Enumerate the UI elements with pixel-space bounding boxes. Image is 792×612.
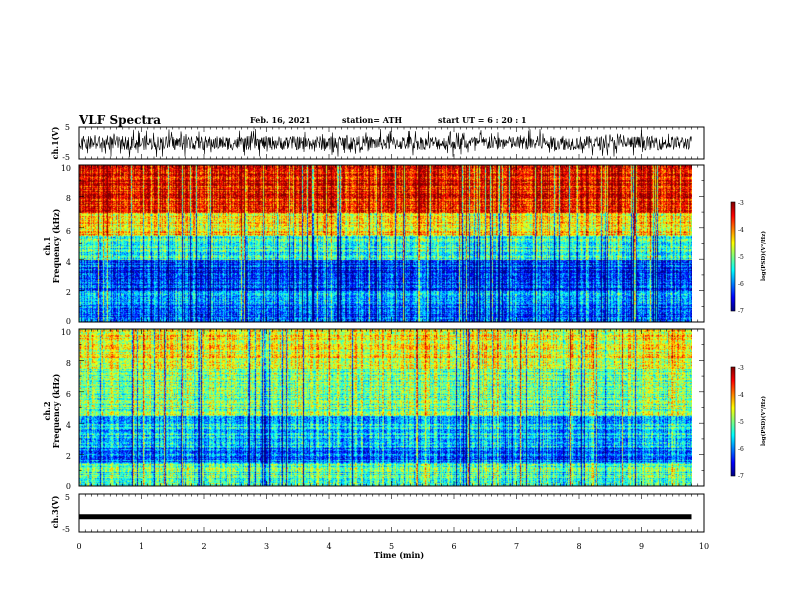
- h2-ytick-0: 0: [66, 482, 71, 491]
- cb1-tick-m6: -6: [738, 281, 744, 288]
- ch1-waveform-line: [78, 128, 692, 158]
- ytick-labels: 5 -5 0 2 4 6 8 10 0 2 4 6 8 10 5 -5: [61, 123, 71, 534]
- xtick-8: 8: [576, 542, 581, 551]
- h1-ylabel: ch.1 Frequency (kHz): [42, 208, 61, 283]
- h1-ylabel-line2: Frequency (kHz): [51, 208, 61, 283]
- cb2-tick-m6: -6: [738, 446, 744, 453]
- xtick-6: 6: [451, 542, 456, 551]
- ch1-ylabel: ch.1(V): [50, 126, 60, 159]
- colorbar-2-label: log(PSD)(V²/Hz): [760, 396, 767, 446]
- axis-ticks: [78, 127, 705, 532]
- xtick-0: 0: [76, 542, 81, 551]
- h2-ytick-4: 4: [66, 421, 71, 430]
- h2-ytick-2: 2: [66, 452, 71, 461]
- colorbar-1: -3 -4 -5 -6 -7 log(PSD)(V²/Hz): [730, 200, 767, 315]
- colorbar-2-ticks: -3 -4 -5 -6 -7: [738, 365, 744, 480]
- cb1-tick-m4: -4: [738, 227, 744, 234]
- cb2-tick-m7: -7: [738, 473, 744, 480]
- xtick-2: 2: [201, 542, 206, 551]
- h2-ylabel-line1: ch.2: [42, 401, 52, 420]
- h2-ytick-6: 6: [66, 390, 71, 399]
- date-label: Feb. 16, 2021: [250, 115, 311, 125]
- ch2-spectrogram: [79, 329, 692, 486]
- h1-ytick-4: 4: [66, 258, 71, 267]
- ch3-ytick-bottom: -5: [62, 525, 70, 534]
- colorbar-2-gradient: [730, 366, 736, 477]
- ch1-waveform: [78, 128, 692, 158]
- xtick-5: 5: [389, 542, 394, 551]
- colorbar-1-label: log(PSD)(V²/Hz): [760, 231, 767, 281]
- xtick-4: 4: [326, 542, 331, 551]
- xtick-10: 10: [699, 542, 709, 551]
- station-label: station= ATH: [342, 115, 403, 125]
- xtick-1: 1: [139, 542, 144, 551]
- xtick-9: 9: [639, 542, 644, 551]
- ch2-spectrogram-image: [79, 329, 692, 486]
- h2-ylabel: ch.2 Frequency (kHz): [42, 373, 61, 448]
- ch1-spectrogram: [79, 165, 692, 322]
- h1-ytick-6: 6: [66, 227, 71, 236]
- xtick-3: 3: [264, 542, 269, 551]
- h1-ytick-10: 10: [61, 164, 71, 173]
- h2-ytick-10: 10: [61, 328, 71, 337]
- ch3-ylabel: ch.3(V): [50, 495, 60, 528]
- x-axis-label: Time (min): [374, 550, 424, 560]
- ch1-ytick-bottom: -5: [62, 153, 70, 162]
- panel-frame-4: [78, 493, 705, 533]
- ch3-ytick-top: 5: [65, 493, 70, 502]
- start-time-label: start UT = 6 : 20 : 1: [438, 115, 527, 125]
- colorbar-1-ticks: -3 -4 -5 -6 -7: [738, 200, 744, 315]
- colorbar-1-gradient: [730, 201, 736, 312]
- h1-ytick-0: 0: [66, 317, 71, 326]
- chart-title: VLF Spectra: [79, 113, 162, 127]
- cb1-tick-m3: -3: [738, 200, 744, 207]
- h1-ylabel-line1: ch.1: [42, 236, 52, 255]
- cb2-tick-m3: -3: [738, 365, 744, 372]
- ch1-ytick-top: 5: [65, 123, 70, 132]
- cb2-tick-m5: -5: [738, 419, 744, 426]
- xtick-7: 7: [514, 542, 519, 551]
- colorbar-2: -3 -4 -5 -6 -7 log(PSD)(V²/Hz): [730, 365, 767, 480]
- h1-ytick-2: 2: [66, 288, 71, 297]
- h2-ylabel-line2: Frequency (kHz): [51, 373, 61, 448]
- cb1-tick-m7: -7: [738, 308, 744, 315]
- h1-ytick-8: 8: [66, 194, 71, 203]
- h2-ytick-8: 8: [66, 359, 71, 368]
- xtick-labels: 0 1 2 3 4 5 6 7 8 9 10: [76, 542, 709, 551]
- cb2-tick-m4: -4: [738, 392, 744, 399]
- ch1-spectrogram-image: [79, 165, 692, 322]
- cb1-tick-m5: -5: [738, 254, 744, 261]
